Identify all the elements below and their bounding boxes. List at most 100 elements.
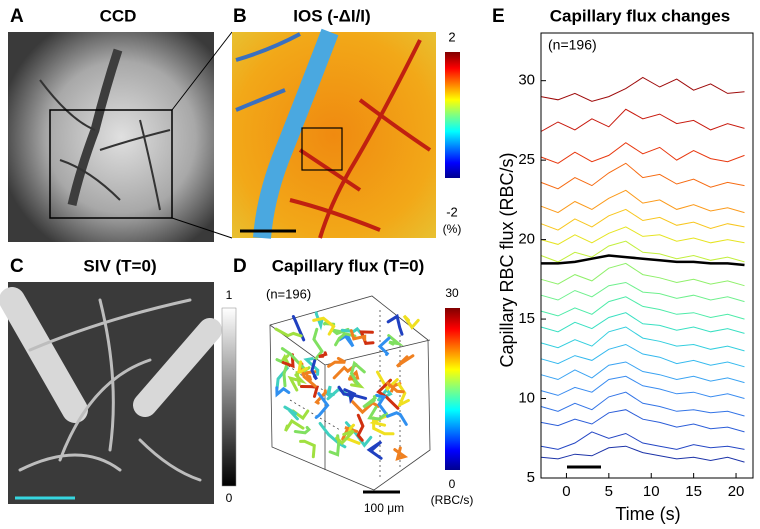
capillary	[396, 382, 410, 409]
capillary	[312, 316, 336, 336]
y-tick-label: 20	[518, 231, 535, 248]
panel-label: C	[10, 256, 24, 277]
panel-label: B	[233, 6, 247, 27]
capillary	[386, 411, 408, 426]
panel-label: A	[10, 6, 24, 27]
zoom-line	[171, 217, 233, 239]
flux-line	[540, 361, 745, 384]
capillary	[356, 413, 365, 442]
y-tick-label: 25	[518, 151, 535, 168]
capillary	[327, 356, 346, 368]
capillary	[337, 332, 355, 348]
flux-line	[540, 431, 745, 450]
flux-line	[540, 343, 745, 368]
capillary	[351, 400, 380, 415]
capillary	[362, 395, 377, 409]
colorbar-label: 1	[226, 288, 233, 302]
capillary	[376, 378, 400, 410]
capillary	[385, 381, 405, 394]
zoom-line	[171, 31, 233, 111]
panel-title: IOS (-ΔI/I)	[293, 6, 370, 25]
vessels	[235, 28, 432, 239]
y-tick-label: 10	[518, 390, 535, 407]
panel-title: SIV (T=0)	[83, 256, 156, 275]
capillary	[395, 354, 415, 368]
colorbar-label: 0	[226, 491, 233, 505]
colorbar-label: 0	[449, 477, 456, 491]
capillary	[284, 418, 305, 432]
capillary	[366, 440, 383, 460]
colorbar	[445, 52, 460, 178]
capillary	[283, 405, 299, 421]
y-axis-label: Capillary RBC flux (RBC/s)	[497, 152, 517, 367]
scale-label: 100 μm	[364, 501, 404, 515]
capillary	[367, 406, 388, 421]
capillary	[335, 429, 355, 446]
flux-line	[540, 189, 745, 214]
y-tick-label: 5	[527, 469, 535, 486]
capillary	[314, 392, 330, 419]
panel-label: E	[492, 6, 505, 27]
flux-line	[541, 254, 745, 267]
flux-line	[540, 142, 745, 164]
flux-line	[540, 262, 745, 287]
capillary	[402, 314, 420, 330]
note: (n=196)	[266, 286, 311, 301]
capillary	[375, 393, 387, 414]
capillary	[349, 360, 366, 386]
colorbar-label: 2	[448, 29, 455, 44]
vessels	[0, 287, 222, 482]
flux-line	[540, 409, 745, 433]
flux-line	[540, 445, 745, 463]
capillary	[386, 313, 404, 336]
capillary	[297, 360, 308, 374]
panel-title: Capillary flux (T=0)	[272, 256, 425, 275]
capillary	[275, 386, 291, 398]
capillary	[393, 446, 409, 461]
roi-box	[49, 109, 173, 219]
flux-line	[540, 76, 745, 102]
flux-line	[540, 375, 745, 399]
roi-box	[301, 127, 343, 171]
x-tick-label: 20	[728, 483, 745, 500]
flux-line	[540, 240, 745, 263]
capillary	[349, 329, 367, 342]
capillary	[377, 336, 391, 356]
note: (n=196)	[548, 37, 597, 53]
capillary	[318, 351, 328, 358]
flux-line	[540, 162, 745, 190]
flux-line	[540, 326, 745, 352]
flux-line	[540, 226, 745, 245]
capillary	[299, 439, 316, 459]
vessels	[39, 48, 171, 211]
colorbar-unit: (%)	[443, 222, 462, 236]
x-tick-label: 15	[685, 483, 702, 500]
capillary	[287, 373, 307, 392]
y-tick-label: 30	[518, 72, 535, 89]
capillary	[299, 385, 320, 398]
plot: 5 10 15 20 25 30 0 5 10 15 20	[518, 32, 754, 500]
x-axis-label: Time (s)	[615, 504, 680, 524]
x-tick-label: 10	[643, 483, 660, 500]
capillary	[387, 334, 404, 347]
panel-title: CCD	[100, 6, 137, 25]
colorbar-unit: (RBC/s)	[431, 493, 474, 507]
x-tick-label: 0	[562, 483, 570, 500]
colorbar-label: -2	[446, 204, 458, 219]
flux-line	[540, 208, 745, 231]
capillary	[310, 359, 318, 381]
capillary	[334, 332, 357, 347]
capillary	[325, 385, 335, 397]
y-tick-label: 15	[518, 310, 535, 327]
flux-line	[540, 108, 745, 132]
chart-title: Capillary flux changes	[550, 6, 730, 25]
colorbar-label: 30	[445, 286, 459, 300]
capillary	[318, 422, 347, 449]
flux-line	[540, 281, 745, 303]
capillary	[312, 327, 324, 362]
capillary	[293, 426, 312, 435]
colorbar	[221, 307, 237, 487]
capillary	[274, 327, 303, 338]
flux-line	[540, 312, 745, 334]
